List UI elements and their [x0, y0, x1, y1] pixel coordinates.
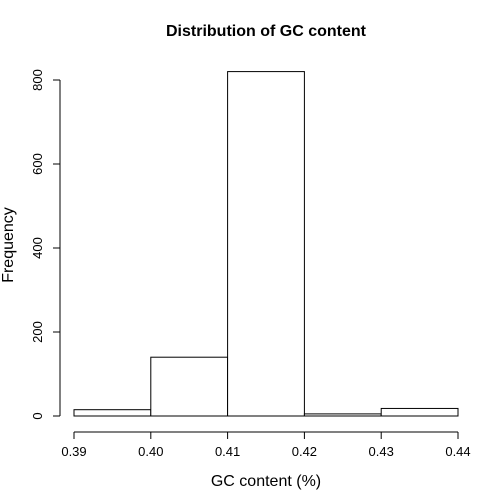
y-axis-label: Frequency: [0, 207, 17, 283]
x-axis: 0.39 0.40 0.41 0.42 0.43 0.44: [61, 431, 471, 459]
x-tick-label: 0.44: [445, 444, 470, 459]
x-axis-label: GC content (%): [211, 473, 321, 490]
y-tick-label: 400: [30, 237, 45, 259]
x-tick-label: 0.40: [138, 444, 163, 459]
y-tick-label: 200: [30, 321, 45, 343]
x-tick-label: 0.39: [61, 444, 86, 459]
x-tick-label: 0.43: [369, 444, 394, 459]
bars-group: [73, 71, 459, 417]
histogram-bar-2: [150, 356, 229, 417]
chart-title: Distribution of GC content: [166, 23, 367, 40]
y-axis: 0 200 400 600 800: [30, 69, 61, 420]
x-tick-label: 0.42: [292, 444, 317, 459]
y-tick-label: 0: [30, 412, 45, 419]
histogram-bar-3: [227, 71, 305, 417]
histogram-bar-4: [303, 413, 382, 417]
x-tick-label: 0.41: [215, 444, 240, 459]
histogram-bar-1: [73, 409, 152, 417]
histogram-bar-5: [380, 407, 459, 417]
y-tick-label: 800: [30, 69, 45, 91]
y-tick-label: 600: [30, 153, 45, 175]
